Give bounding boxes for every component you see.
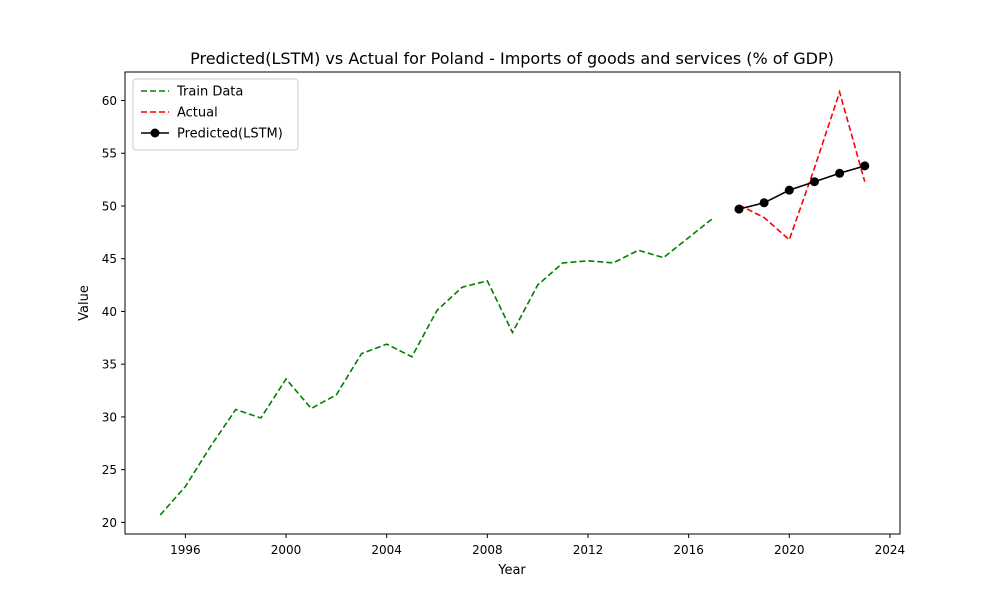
legend-item: Actual: [141, 106, 218, 121]
legend-label: Train Data: [176, 85, 243, 100]
x-tick-label: 2024: [875, 543, 906, 557]
y-tick-label: 60: [102, 94, 117, 108]
legend-item: Train Data: [141, 85, 243, 100]
chart-title: Predicted(LSTM) vs Actual for Poland - I…: [190, 49, 834, 68]
y-tick-label: 20: [102, 516, 117, 530]
series-actual: [738, 89, 866, 242]
legend-box: [132, 78, 299, 151]
y-tick-label: 30: [102, 410, 117, 424]
y-tick-label: 55: [102, 147, 117, 161]
legend-label: Actual: [177, 106, 218, 121]
axes-layer: 1996 2000 2004 2008 2012 2016 2020 2024 20 25 30 35…: [102, 71, 906, 557]
legend-marker: [150, 128, 160, 138]
x-tick-label: 2008: [472, 543, 503, 557]
series-predicted-lstm: [734, 161, 870, 214]
y-tick-label: 45: [102, 252, 117, 266]
x-tick-label: 2016: [673, 543, 704, 557]
data-point: [734, 204, 744, 214]
data-point: [759, 198, 769, 208]
plot-frame: [124, 71, 901, 535]
y-tick-label: 40: [102, 305, 117, 319]
series-train-data: [159, 216, 715, 516]
legend-label: Predicted(LSTM): [177, 127, 283, 142]
data-point: [784, 185, 794, 195]
legend-item: Predicted(LSTM): [141, 127, 283, 142]
y-tick-label: 25: [102, 463, 117, 477]
data-point: [860, 161, 870, 171]
y-tick-label: 50: [102, 199, 117, 213]
series-line: [159, 216, 715, 516]
x-tick-label: 2000: [271, 543, 302, 557]
data-point: [809, 177, 819, 187]
x-tick-label: 2004: [371, 543, 402, 557]
x-tick-label: 2012: [573, 543, 604, 557]
series-layer: [159, 89, 870, 516]
legend: Train Data Actual Predicted(LSTM): [132, 78, 299, 151]
y-axis-label: Value: [77, 285, 92, 321]
x-tick-label: 1996: [170, 543, 201, 557]
data-point: [835, 168, 845, 178]
x-axis-label: Year: [497, 563, 526, 578]
series-line: [738, 89, 866, 242]
x-tick-label: 2020: [774, 543, 805, 557]
y-tick-label: 35: [102, 358, 117, 372]
